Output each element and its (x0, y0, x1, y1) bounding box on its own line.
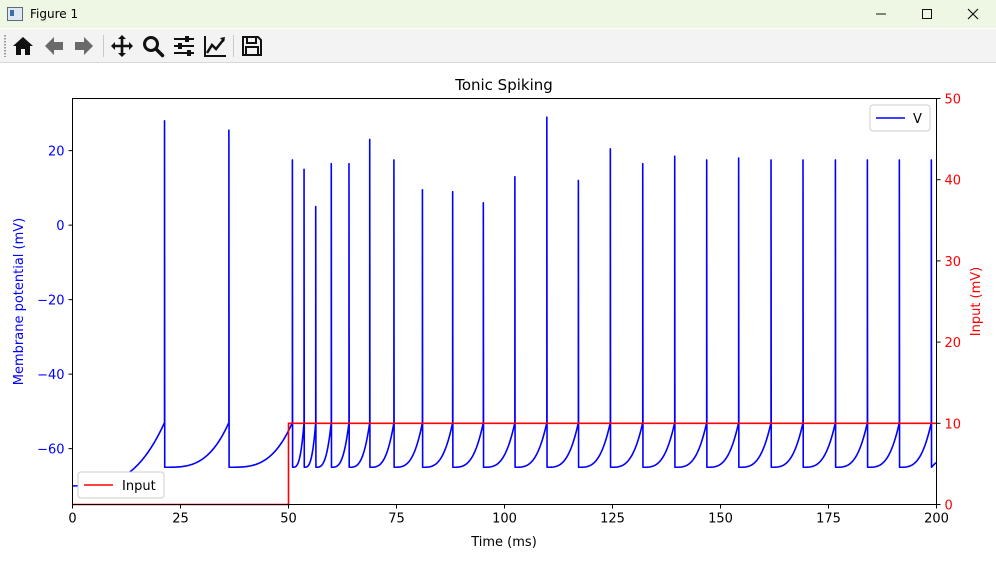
left-y-tick-label: −60 (37, 443, 64, 458)
window-controls (858, 0, 996, 28)
save-button[interactable] (239, 33, 265, 59)
close-button[interactable] (950, 0, 996, 28)
toolbar-separator (103, 35, 104, 57)
app-icon (7, 7, 23, 21)
pan-icon (111, 35, 133, 57)
forward-button[interactable] (71, 33, 97, 59)
legend-input[interactable]: Input (77, 471, 165, 499)
right-y-tick-label: 10 (945, 417, 962, 432)
x-tick-label: 125 (600, 512, 625, 527)
x-tick-label: 75 (388, 512, 405, 527)
left-y-tick-label: 20 (48, 145, 65, 160)
figure-canvas[interactable]: Tonic Spiking 0 25 50 75 100 125 150 175 200 200… (0, 63, 996, 561)
x-tick-label: 0 (68, 512, 76, 527)
maximize-icon (922, 9, 932, 19)
edit-axis-icon (204, 36, 226, 57)
legend-input-label: Input (122, 479, 156, 494)
forward-arrow-icon (75, 37, 93, 55)
toolbar-grip[interactable] (4, 35, 6, 57)
series-input-line (72, 422, 937, 506)
window-title: Figure 1 (30, 7, 79, 21)
window-titlebar: Figure 1 (0, 0, 996, 28)
maximize-button[interactable] (904, 0, 950, 28)
configure-subplots-icon (174, 36, 194, 56)
series-v-line (72, 116, 937, 487)
zoom-button[interactable] (140, 33, 166, 59)
x-tick-label: 200 (924, 512, 949, 527)
toolbar-separator (233, 35, 234, 57)
left-y-axis: 20 0 −20 −40 −60 (37, 145, 73, 458)
left-y-axis-label: Membrane potential (mV) (12, 218, 27, 385)
x-axis-label: Time (ms) (470, 535, 537, 550)
right-y-tick-label: 0 (945, 499, 953, 514)
right-y-axis: 0 10 20 30 40 50 (936, 93, 962, 514)
back-arrow-icon (45, 37, 63, 55)
x-tick-label: 100 (492, 512, 517, 527)
close-icon (967, 8, 979, 20)
minimize-button[interactable] (858, 0, 904, 28)
x-axis: 0 25 50 75 100 125 150 175 200 (68, 504, 949, 527)
x-tick-label: 175 (816, 512, 841, 527)
right-y-tick-label: 50 (945, 93, 962, 108)
pan-button[interactable] (109, 33, 135, 59)
chart-title: Tonic Spiking (454, 76, 553, 94)
minimize-icon (876, 13, 886, 15)
home-button[interactable] (10, 33, 36, 59)
legend-input-frame (77, 471, 165, 499)
zoom-icon (143, 36, 165, 58)
save-icon (242, 36, 262, 56)
edit-axis-button[interactable] (202, 33, 228, 59)
right-y-tick-label: 40 (945, 174, 962, 189)
x-tick-label: 25 (172, 512, 189, 527)
home-icon (13, 37, 33, 55)
left-y-tick-label: −40 (37, 368, 64, 383)
series-input (72, 422, 937, 506)
back-button[interactable] (41, 33, 67, 59)
left-y-tick-label: 0 (56, 219, 64, 234)
x-tick-label: 150 (708, 512, 733, 527)
legend-v-label: V (913, 112, 922, 127)
navigation-toolbar (0, 29, 996, 63)
configure-subplots-button[interactable] (171, 33, 197, 59)
right-y-axis-label: Input (mV) (969, 267, 984, 337)
series-v (72, 116, 937, 487)
x-tick-label: 50 (280, 512, 297, 527)
axes-frame (72, 98, 937, 505)
right-y-tick-label: 30 (945, 255, 962, 270)
right-y-tick-label: 20 (945, 336, 962, 351)
left-y-tick-label: −20 (37, 294, 64, 309)
legend-v[interactable]: V (869, 104, 931, 132)
